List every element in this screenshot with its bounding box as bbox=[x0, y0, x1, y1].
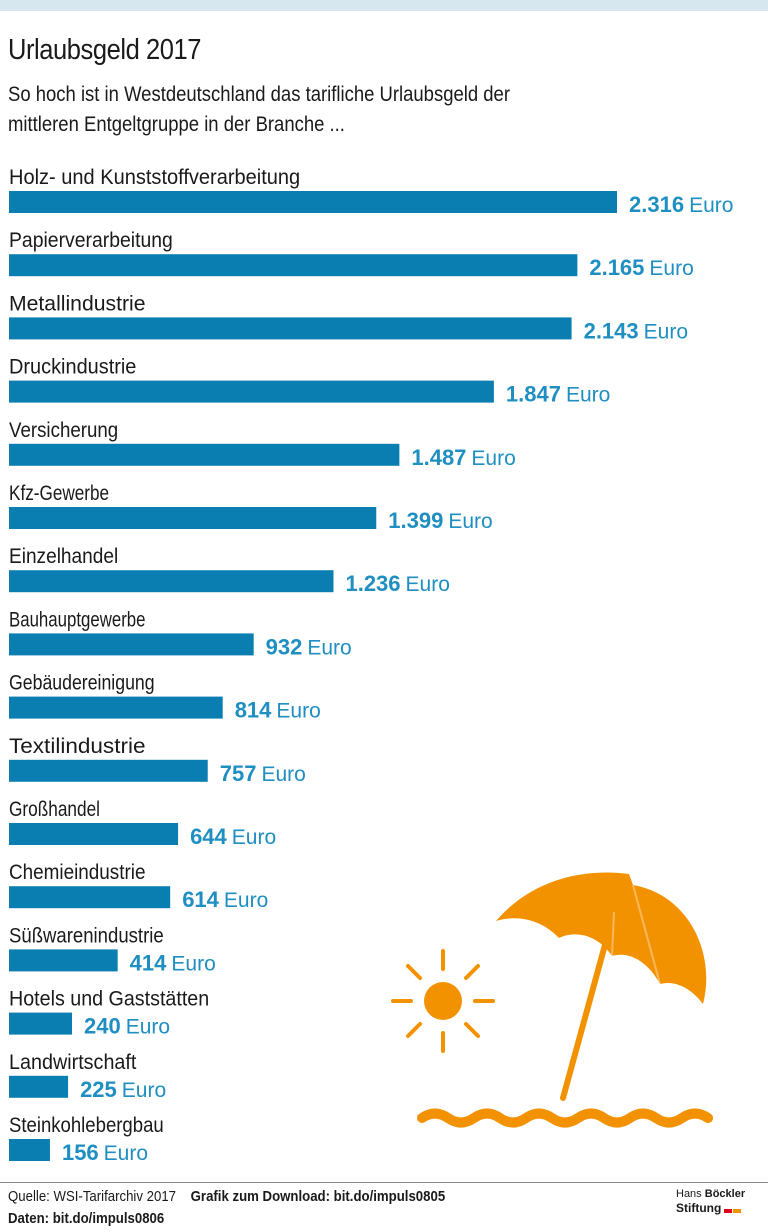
category-label-bauhauptgewerbe: Bauhauptgewerbe bbox=[9, 608, 146, 631]
category-label-metallindustrie: Metallindustrie bbox=[9, 292, 146, 315]
value-label-druckindustrie: 1.847 Euro bbox=[506, 382, 610, 407]
logo-mark-icon bbox=[724, 1202, 742, 1216]
logo-hans: Hans bbox=[676, 1188, 702, 1200]
category-label-gebaeudereinigung: Gebäudereinigung bbox=[9, 672, 155, 695]
value-label-grosshandel: 644 Euro bbox=[190, 824, 276, 849]
bar-druckindustrie bbox=[9, 380, 494, 403]
bar-grosshandel bbox=[9, 823, 179, 845]
category-label-landwirtschaft: Landwirtschaft bbox=[9, 1051, 137, 1074]
hans-boeckler-logo: Hans Böckler Stiftung bbox=[676, 1188, 760, 1216]
value-label-papierverarbeitung: 2.165 Euro bbox=[589, 255, 693, 280]
footer-divider bbox=[0, 1182, 768, 1183]
value-label-suesswarenindustrie: 414 Euro bbox=[130, 950, 216, 975]
value-label-kfz-gewerbe: 1.399 Euro bbox=[388, 508, 492, 533]
category-label-druckindustrie: Druckindustrie bbox=[9, 356, 136, 379]
beach-illustration bbox=[391, 872, 713, 1128]
value-label-chemieindustrie: 614 Euro bbox=[182, 887, 268, 912]
source-text: Quelle: WSI-Tarifarchiv 2017 bbox=[8, 1188, 176, 1205]
category-label-chemieindustrie: Chemieindustrie bbox=[9, 861, 146, 884]
beach-umbrella-icon bbox=[496, 872, 707, 1101]
bar-papierverarbeitung bbox=[9, 254, 578, 277]
category-label-papierverarbeitung: Papierverarbeitung bbox=[9, 229, 173, 252]
bar-hotels-und-gaststaetten bbox=[9, 1012, 73, 1035]
bar-steinkohlebergbau bbox=[9, 1139, 50, 1161]
footer-data-line: Daten: bit.do/impuls0806 bbox=[8, 1210, 164, 1227]
category-label-einzelhandel: Einzelhandel bbox=[9, 545, 118, 568]
value-label-steinkohlebergbau: 156 Euro bbox=[62, 1140, 148, 1165]
bar-chemieindustrie bbox=[9, 886, 171, 909]
value-label-bauhauptgewerbe: 932 Euro bbox=[266, 634, 352, 659]
bar-gebaeudereinigung bbox=[9, 696, 223, 719]
bar-landwirtschaft bbox=[9, 1075, 69, 1098]
value-label-landwirtschaft: 225 Euro bbox=[80, 1077, 166, 1102]
bar-versicherung bbox=[9, 443, 400, 466]
bar-einzelhandel bbox=[9, 570, 334, 593]
category-label-hotels-und-gaststaetten: Hotels und Gaststätten bbox=[9, 988, 209, 1011]
logo-boeckler: Böckler bbox=[704, 1188, 746, 1200]
value-label-metallindustrie: 2.143 Euro bbox=[584, 318, 688, 343]
bar-suesswarenindustrie bbox=[9, 949, 118, 972]
category-label-textilindustrie: Textilindustrie bbox=[9, 735, 146, 758]
value-label-versicherung: 1.487 Euro bbox=[411, 445, 515, 470]
footer-source-line: Quelle: WSI-Tarifarchiv 2017 Grafik zum … bbox=[8, 1188, 445, 1205]
bar-textilindustrie bbox=[9, 759, 208, 782]
category-label-grosshandel: Großhandel bbox=[9, 798, 100, 821]
category-label-suesswarenindustrie: Süßwarenindustrie bbox=[9, 924, 164, 947]
logo-stiftung: Stiftung bbox=[676, 1201, 722, 1215]
value-label-einzelhandel: 1.236 Euro bbox=[345, 571, 449, 596]
value-label-hotels-und-gaststaetten: 240 Euro bbox=[84, 1014, 170, 1039]
category-label-versicherung: Versicherung bbox=[9, 419, 118, 442]
category-label-holz-und-kunststoffverarbeitung: Holz- und Kunststoffverarbeitung bbox=[9, 166, 300, 189]
bar-bauhauptgewerbe bbox=[9, 633, 254, 656]
value-label-gebaeudereinigung: 814 Euro bbox=[235, 698, 321, 723]
top-band bbox=[0, 0, 768, 11]
category-label-kfz-gewerbe: Kfz-Gewerbe bbox=[9, 482, 109, 505]
download-link[interactable]: Grafik zum Download: bit.do/impuls0805 bbox=[190, 1188, 446, 1205]
chart-title: Urlaubsgeld 2017 bbox=[8, 34, 202, 66]
wave-icon bbox=[417, 1108, 713, 1128]
value-label-holz-und-kunststoffverarbeitung: 2.316 Euro bbox=[629, 192, 733, 217]
sun-icon bbox=[391, 949, 495, 1053]
bar-holz-und-kunststoffverarbeitung bbox=[9, 191, 617, 213]
bar-kfz-gewerbe bbox=[9, 507, 377, 529]
value-label-textilindustrie: 757 Euro bbox=[220, 761, 306, 786]
category-label-steinkohlebergbau: Steinkohlebergbau bbox=[9, 1114, 164, 1137]
data-link[interactable]: Daten: bit.do/impuls0806 bbox=[8, 1210, 165, 1227]
bar-metallindustrie bbox=[9, 317, 572, 340]
chart-subtitle: So hoch ist in Westdeutschland das tarif… bbox=[8, 83, 510, 136]
